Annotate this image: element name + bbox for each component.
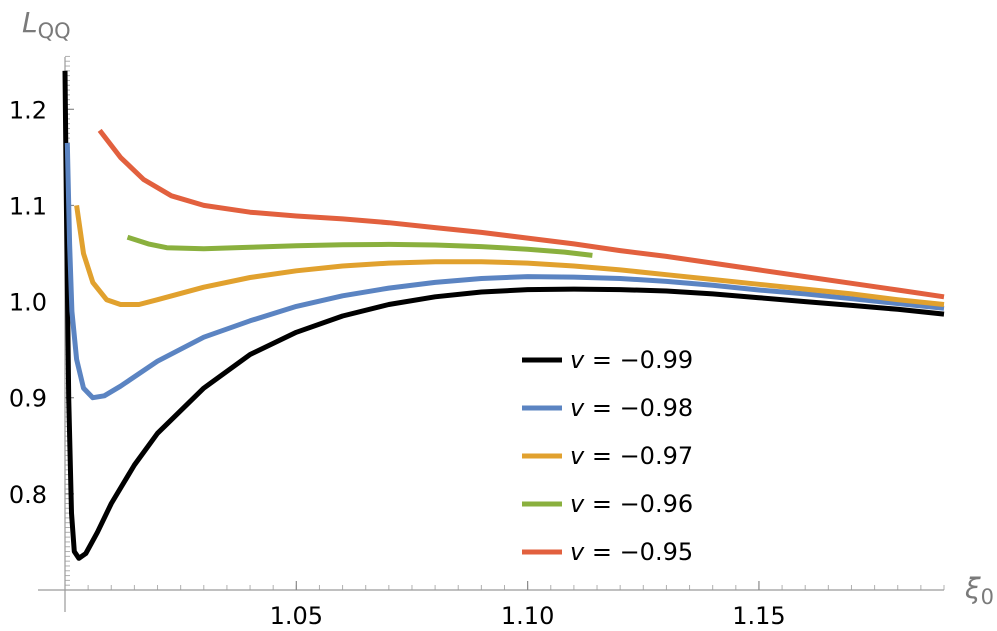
series-line-3: [74, 205, 945, 307]
series-line-4: [126, 234, 593, 258]
y-tick-label: 1.2: [9, 96, 47, 124]
legend-item: v = −0.99: [522, 346, 693, 374]
series-line-1: [62, 70, 945, 561]
legend-label: v = −0.95: [570, 538, 693, 566]
x-tick-label: 1.05: [270, 602, 323, 630]
series-line-5: [97, 128, 945, 300]
series-lines: [62, 70, 945, 561]
x-axis-label-sub: 0: [981, 585, 994, 609]
x-tick-label: 1.15: [732, 602, 785, 630]
legend-item: v = −0.96: [522, 490, 693, 518]
y-tick-label: 0.9: [9, 385, 47, 413]
x-tick-label: 1.10: [501, 602, 554, 630]
legend-item: v = −0.97: [522, 442, 693, 470]
y-axis-label: LQQ: [22, 6, 71, 43]
x-axis-label: ξ0: [964, 572, 994, 609]
tick-labels: 1.05 1.10 1.15 0.8 0.9 1.0 1.1 1.2: [9, 96, 786, 630]
minor-ticks: [65, 55, 945, 590]
legend-label: v = −0.99: [570, 346, 693, 374]
legend-label: v = −0.96: [570, 490, 693, 518]
y-axis-label-sub: QQ: [38, 19, 71, 43]
y-tick-label: 0.8: [9, 481, 47, 509]
axes: [38, 57, 944, 612]
legend: v = −0.99 v = −0.98 v = −0.97 v = −0.96 v = …: [522, 346, 693, 566]
legend-label: v = −0.97: [570, 442, 693, 470]
legend-label: v = −0.98: [570, 394, 693, 422]
legend-item: v = −0.98: [522, 394, 693, 422]
legend-item: v = −0.95: [522, 538, 693, 566]
x-axis-label-main: ξ: [964, 572, 981, 605]
y-tick-label: 1.1: [9, 192, 47, 220]
series-line-2: [64, 142, 945, 401]
y-tick-label: 1.0: [9, 289, 47, 317]
y-axis-label-main: L: [22, 6, 38, 39]
